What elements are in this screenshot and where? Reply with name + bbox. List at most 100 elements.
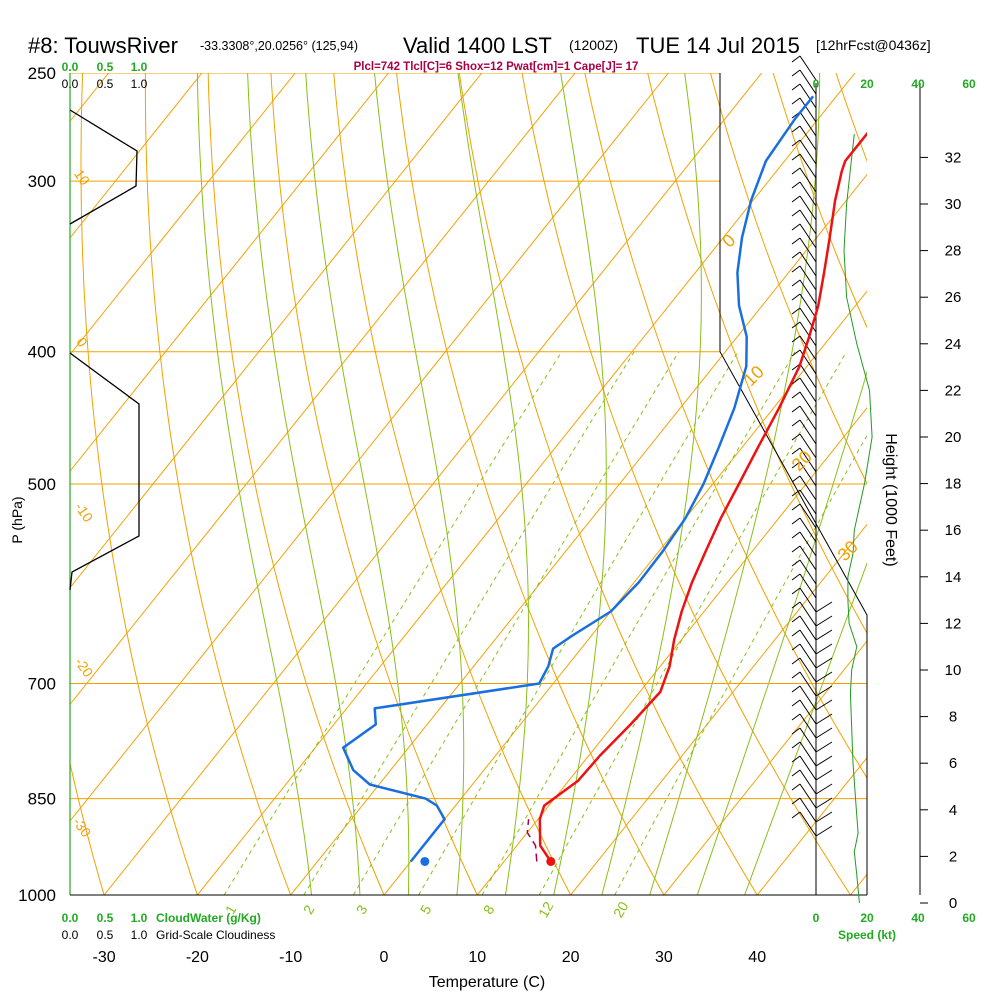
- wind-barb: [791, 783, 833, 809]
- wind-barb-staff: [799, 657, 817, 683]
- wind-barb-flag: [791, 615, 801, 623]
- wind-barb: [791, 727, 833, 753]
- pressure-tick-label: 700: [28, 675, 56, 694]
- wind-barb: [791, 237, 817, 263]
- cloud-water-bottom-tick: 0.5: [97, 911, 114, 925]
- temperature-tick-label: 20: [562, 949, 580, 966]
- moist-adiabat-label: 10: [71, 166, 93, 188]
- height-tick-label: 14: [945, 569, 962, 586]
- cloud-water-bottom-tick: 1.0: [131, 911, 148, 925]
- wind-barb-flag: [791, 377, 801, 385]
- wind-barb: [791, 713, 833, 739]
- wind-barb-flag: [791, 797, 801, 805]
- speed-tick-bottom: 40: [911, 911, 925, 925]
- wind-barb: [791, 587, 833, 613]
- wind-barb: [791, 69, 817, 95]
- series-dewpoint-line: [341, 95, 815, 863]
- wind-barb: [791, 321, 817, 347]
- plot-frame: [69, 73, 921, 896]
- wind-barb-staff: [799, 139, 817, 165]
- wind-barb-flag: [791, 139, 801, 147]
- station-coords: -33.3308°,20.0256° (125,94): [200, 39, 358, 53]
- wind-barb-flag: [791, 475, 801, 483]
- cloud-water-label: CloudWater (g/Kg): [156, 911, 261, 925]
- wind-barb: [791, 503, 817, 529]
- wind-barb-flag: [815, 699, 833, 711]
- mixing-ratio-line: [481, 351, 796, 895]
- wind-barb-flag: [815, 615, 833, 627]
- wind-barb-flag: [791, 349, 801, 357]
- wind-barb: [791, 293, 817, 319]
- wind-barb-staff: [799, 447, 817, 473]
- sounding-series: [341, 95, 867, 866]
- dry-adiabat-line: [144, 73, 292, 895]
- wind-barb-staff: [799, 223, 817, 249]
- wind-barb-staff: [799, 307, 817, 333]
- wind-barb-flag: [791, 727, 801, 735]
- speed-label: Speed (kt): [838, 928, 896, 942]
- moist-adiabat-line: [601, 73, 702, 895]
- height-tick-label: 24: [945, 336, 962, 353]
- wind-barb-flag: [815, 643, 833, 655]
- wind-speed-profile: [843, 134, 873, 904]
- series-parcel-line: [526, 819, 538, 862]
- wind-barb-staff: [799, 559, 817, 585]
- height-axis-title: Height (1000 Feet): [882, 433, 899, 566]
- station-title: #8: TouwsRiver: [28, 33, 178, 58]
- mixing-ratio-label: 5: [417, 902, 435, 917]
- wind-barb-staff: [799, 741, 817, 767]
- temperature-tick-label: 0: [380, 949, 389, 966]
- wind-barb: [791, 391, 817, 417]
- wind-barb-flag: [815, 797, 833, 809]
- wind-barb-flag: [815, 657, 833, 669]
- wind-barb-staff: [799, 321, 817, 347]
- x-axis-title: Temperature (C): [429, 974, 545, 991]
- height-tick-label: 30: [945, 196, 962, 213]
- wind-barb-staff: [799, 419, 817, 445]
- wind-barb-flag: [815, 811, 833, 823]
- wind-barb: [791, 167, 817, 193]
- wind-barb-staff: [799, 573, 817, 599]
- speed-tick-top: 0: [813, 77, 820, 91]
- wind-barb-flag: [791, 209, 801, 217]
- mixing-ratio-label: 3: [353, 902, 371, 917]
- cloudiness-top-tick: 1.0: [131, 77, 148, 91]
- moist-adiabat-line: [457, 73, 529, 895]
- cloud-profile: [69, 109, 140, 591]
- moist-adiabat-label: -10: [72, 499, 97, 525]
- mixing-ratio-label: 8: [480, 902, 498, 917]
- pressure-tick-label: 500: [28, 475, 56, 494]
- wind-barb-flag: [815, 629, 833, 641]
- wind-barb-flag: [791, 195, 801, 203]
- speed-tick-bottom: 20: [860, 911, 874, 925]
- wind-barb-staff: [799, 489, 817, 515]
- wind-barb-staff: [799, 237, 817, 263]
- moist-adiabat-line: [247, 73, 361, 895]
- wind-barb-flag: [791, 657, 801, 665]
- wind-barb-flag: [815, 713, 833, 725]
- speed-tick-bottom: 0: [813, 911, 820, 925]
- wind-barb-flag: [791, 559, 801, 567]
- wind-barb-staff: [799, 279, 817, 305]
- wind-barb-staff: [799, 265, 817, 291]
- cloudiness-label: Grid-Scale Cloudiness: [156, 928, 275, 942]
- wind-barb-flag: [791, 685, 801, 693]
- wind-barb: [791, 685, 833, 711]
- dry-adiabat-line: [709, 73, 867, 485]
- wind-barb-staff: [799, 97, 817, 123]
- wind-barb-staff: [799, 405, 817, 431]
- mixing-ratio-line: [223, 351, 563, 895]
- wind-barb: [791, 307, 817, 333]
- wind-barb-flag: [791, 265, 801, 273]
- wind-barb-staff: [799, 55, 817, 81]
- wind-barb: [791, 531, 817, 557]
- dry-adiabat-label: 0: [718, 230, 739, 251]
- wind-barb: [791, 741, 833, 767]
- cloud-water-bottom-tick: 0.0: [62, 911, 79, 925]
- wind-barb-staff: [799, 377, 817, 403]
- mixing-ratio-line: [418, 351, 739, 895]
- wind-barb-staff: [799, 685, 817, 711]
- wind-barb: [791, 251, 817, 277]
